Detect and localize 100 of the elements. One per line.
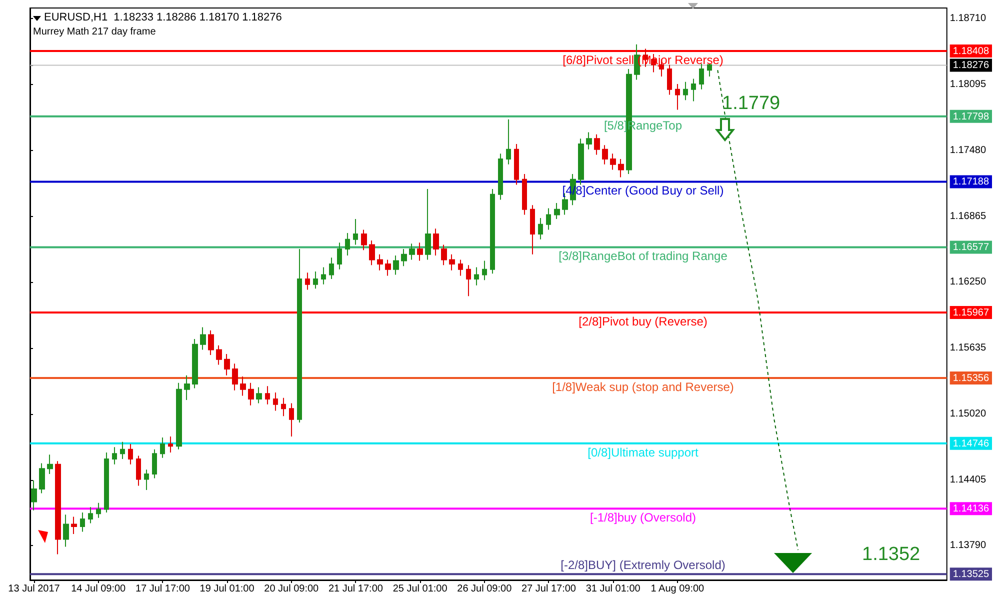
y-tick-label: 1.16577 (952, 242, 990, 254)
candlestick (490, 188, 495, 274)
x-tick-label: 14 Jul 09:00 (71, 584, 126, 594)
annotation: 1.1779 (722, 93, 780, 114)
y-tick-label: 1.17798 (952, 111, 990, 122)
candlestick (522, 174, 527, 216)
candlestick (458, 259, 463, 276)
y-tick-label: 1.15356 (952, 372, 990, 384)
candlestick (160, 437, 165, 458)
y-tick-label: 1.15967 (952, 308, 990, 319)
candlestick (63, 514, 69, 548)
y-tick-label: 1.18710 (950, 13, 986, 24)
candlestick (554, 202, 560, 220)
candlestick (71, 516, 77, 534)
y-tick-label: 1.15020 (950, 408, 986, 420)
candlestick (256, 386, 262, 404)
candlestick (482, 260, 487, 281)
candlestick (216, 344, 222, 366)
candlestick (345, 232, 350, 256)
y-tick-label: 1.17480 (950, 144, 986, 156)
candlestick (377, 254, 383, 271)
candlestick (546, 208, 551, 230)
candlestick (120, 441, 125, 460)
candlestick (224, 353, 230, 376)
candlestick (47, 454, 53, 474)
candlestick (337, 242, 342, 270)
candlestick (610, 153, 616, 170)
annotation: 1.1352 (862, 544, 920, 565)
chart-title: EURUSD,H1 1.18233 1.18286 1.18170 1.18276 (44, 12, 282, 24)
candlestick (208, 330, 214, 356)
y-tick-label: 1.18408 (952, 46, 990, 58)
x-tick-label: 17 Jul 17:00 (135, 584, 190, 594)
x-tick-label: 31 Jul 01:00 (586, 584, 641, 594)
candlestick (353, 218, 358, 246)
y-tick-label: 1.14746 (952, 438, 990, 450)
candlestick (474, 266, 479, 286)
y-tick-label: 1.17188 (952, 176, 990, 188)
candlestick (417, 242, 423, 262)
candlestick (321, 266, 326, 285)
candlestick (393, 254, 399, 276)
candlestick (168, 436, 173, 454)
candlestick (232, 363, 238, 391)
candlestick (506, 118, 511, 165)
y-tick-label: 1.15635 (950, 342, 986, 354)
text: Murrey Math 217 day frame (33, 26, 156, 38)
candlestick (128, 443, 133, 465)
candlestick (80, 512, 85, 532)
y-tick-label: 1.14405 (950, 474, 986, 486)
candlestick (594, 134, 600, 156)
candlestick (55, 460, 61, 555)
candlestick (176, 382, 182, 450)
candlestick (683, 81, 688, 101)
candlestick (184, 374, 190, 401)
candlestick (514, 144, 519, 186)
candlestick (578, 138, 584, 186)
candlestick (305, 272, 310, 290)
x-tick-label: 27 Jul 17:00 (521, 584, 576, 594)
candlestick (152, 448, 157, 479)
ref-line-label: [-2/8]BUY] (Extremly Oversold) (560, 558, 726, 572)
candlestick (675, 84, 680, 110)
candlestick (602, 144, 608, 165)
candlestick (691, 78, 696, 102)
candlestick (313, 271, 318, 290)
y-tick-label: 1.18095 (950, 79, 986, 90)
ref-line-label: [0/8]Ultimate support (588, 445, 700, 460)
x-tick-label: 25 Jul 01:00 (392, 584, 448, 594)
candlestick (433, 228, 439, 256)
x-tick-label: 26 Jul 09:00 (457, 584, 512, 594)
x-tick-label: 20 Jul 09:00 (264, 584, 320, 594)
candlestick (248, 382, 254, 406)
candlestick (409, 243, 415, 260)
candlestick (586, 132, 592, 150)
candlestick (104, 452, 109, 514)
x-tick-label: 19 Jul 01:00 (200, 584, 255, 594)
candlestick (31, 480, 37, 511)
y-tick-label: 1.13790 (950, 540, 986, 552)
y-tick-label: 1.14136 (952, 504, 990, 515)
candlestick (329, 257, 334, 280)
candlestick (530, 204, 535, 255)
candlestick (39, 462, 45, 494)
candlestick (361, 229, 367, 251)
x-tick-label: 21 Jul 17:00 (328, 584, 384, 594)
ref-line-label: [3/8]RangeBot of trading Range (558, 249, 728, 264)
candlestick (441, 244, 447, 266)
ref-line-label: [1/8]Weak sup (stop and Reverse) (552, 380, 734, 394)
candlestick (538, 217, 543, 240)
candlestick (273, 392, 278, 412)
candlestick (88, 506, 93, 524)
y-tick-label: 1.13525 (952, 569, 990, 580)
candlestick (297, 248, 302, 424)
candlestick (136, 455, 141, 486)
candlestick (634, 44, 640, 80)
candlestick (369, 240, 375, 266)
candlestick (289, 402, 294, 437)
candlestick (265, 386, 270, 405)
candlestick (466, 264, 471, 297)
candlestick (200, 326, 206, 350)
candlestick (96, 502, 101, 518)
x-tick-label: 1 Aug 09:00 (650, 584, 705, 594)
candlestick (192, 338, 198, 389)
